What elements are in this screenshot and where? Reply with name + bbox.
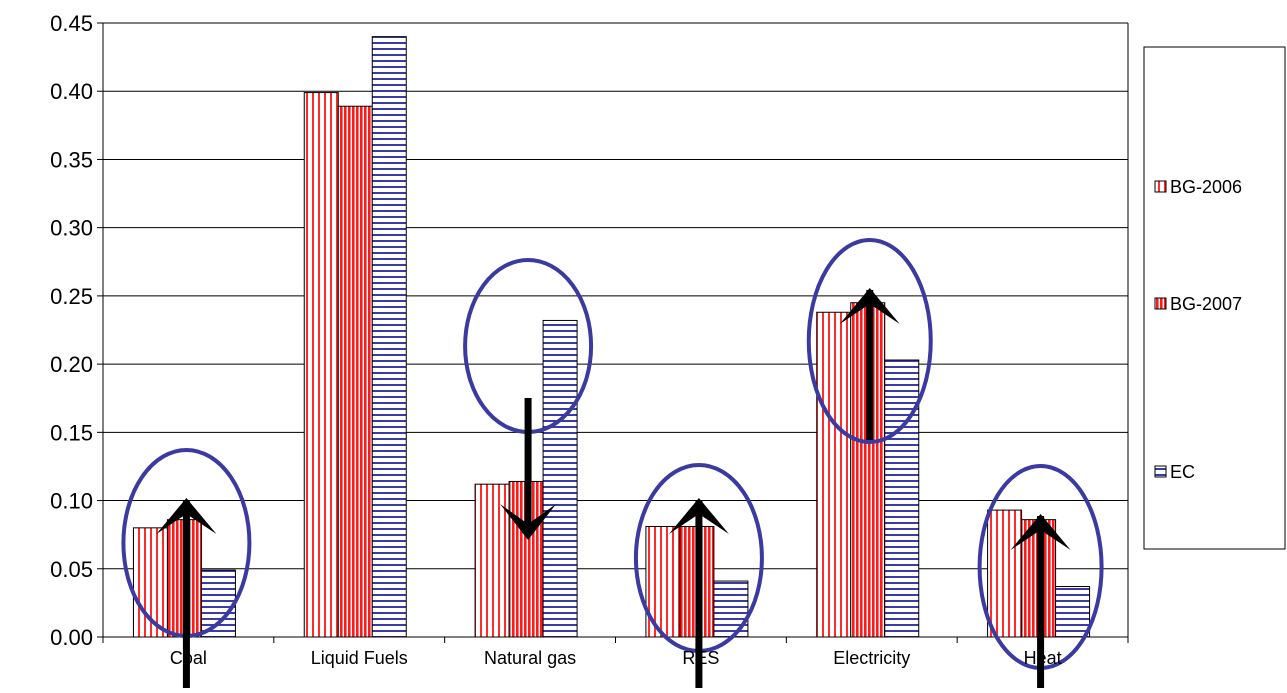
bar-ec-heat: [1055, 586, 1091, 638]
axes: [97, 22, 1129, 643]
legend: BG-2006 BG-2007 EC: [1143, 46, 1286, 550]
bar-ec-natural-gas: [542, 319, 578, 638]
y-tick-label: 0.35: [50, 147, 93, 172]
y-tick-label: 0.40: [50, 79, 93, 104]
arrow-down-head: [500, 504, 557, 540]
annotations: [121, 238, 1104, 688]
x-tick-label: Natural gas: [484, 648, 576, 668]
y-tick-label: 0.20: [50, 352, 93, 377]
bar-bg-2006-liquid-fuels: [303, 92, 339, 638]
legend-swatch-ec: [1154, 465, 1167, 478]
bar-bg-2006-electricity: [816, 311, 852, 638]
y-tick-label: 0.25: [50, 284, 93, 309]
y-tick-label: 0.00: [50, 625, 93, 650]
x-tick-label: Heat: [1024, 648, 1062, 668]
bar-bg-2006-natural-gas: [474, 483, 510, 638]
legend-label-bg-2006: BG-2006: [1170, 177, 1242, 197]
arrow-up-head: [156, 498, 217, 534]
y-tick-label: 0.10: [50, 489, 93, 514]
bar-ec-coal: [200, 569, 236, 638]
legend-box: [1143, 46, 1286, 550]
x-tick-label: Electricity: [833, 648, 910, 668]
bar-ec-electricity: [884, 359, 920, 638]
legend-label-bg-2007: BG-2007: [1170, 294, 1242, 314]
legend-swatch-bg-2007: [1154, 297, 1167, 310]
x-tick-label: Liquid Fuels: [311, 648, 408, 668]
gridlines: [103, 22, 1128, 570]
y-tick-label: 0.15: [50, 420, 93, 445]
bars: [132, 36, 1091, 638]
tick-labels: 0.00 0.05 0.10 0.15 0.20 0.25 0.30 0.35 0.40 0.45…: [50, 11, 1061, 668]
y-tick-label: 0.30: [50, 216, 93, 241]
arrow-up-head: [839, 288, 900, 324]
bar-ec-liquid-fuels: [371, 36, 407, 638]
x-tick-label: RES: [682, 648, 719, 668]
legend-swatch-bg-2006: [1154, 180, 1167, 193]
bar-bg-2006-heat: [987, 509, 1023, 638]
bar-bg-2007-liquid-fuels: [337, 105, 373, 638]
x-tick-label: Coal: [170, 648, 207, 668]
bar-ec-res: [713, 580, 749, 638]
legend-label-ec: EC: [1170, 462, 1195, 482]
y-tick-label: 0.45: [50, 11, 93, 36]
arrow-up-head: [668, 498, 729, 534]
highlight-ellipse: [806, 238, 933, 444]
y-tick-label: 0.05: [50, 557, 93, 582]
arrow-up-head: [1010, 514, 1071, 550]
